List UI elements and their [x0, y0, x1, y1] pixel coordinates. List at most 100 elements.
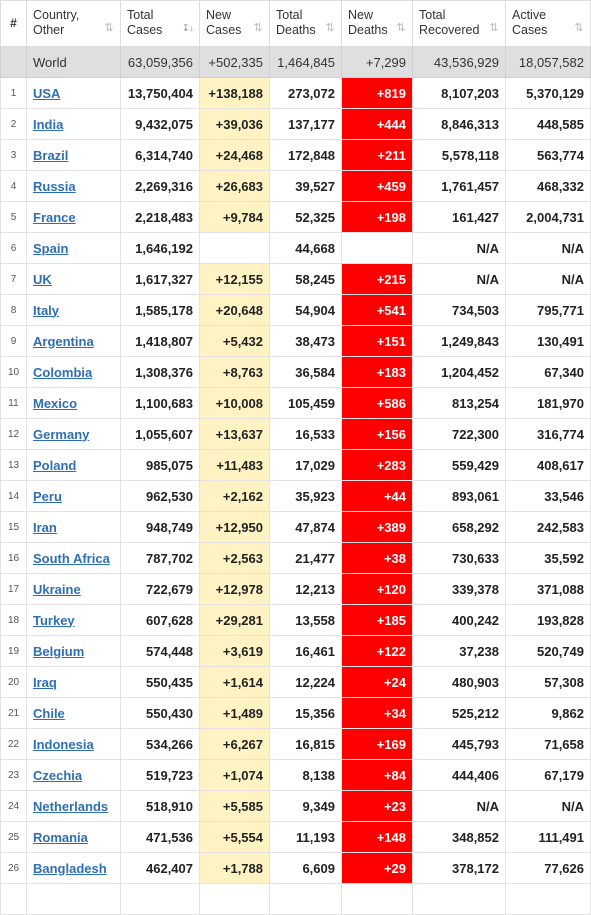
table-row: 6 Spain 1,646,192 44,668 N/A N/A [0, 232, 591, 264]
new-deaths-cell: +169 [341, 728, 413, 760]
country-link[interactable]: Turkey [33, 612, 75, 628]
country-link[interactable]: South Africa [33, 550, 110, 566]
active-cases-cell: 71,658 [505, 728, 591, 760]
total-cases-cell: 6,314,740 [120, 139, 200, 171]
sort-both-icon[interactable]: ⇅ [396, 22, 406, 34]
country-link[interactable]: Ukraine [33, 581, 81, 597]
country-link[interactable]: Belgium [33, 643, 85, 659]
sort-both-icon[interactable]: ⇅ [489, 22, 499, 34]
sort-desc-active-icon[interactable]: ↧↓ [182, 23, 195, 33]
table-row: 1 USA 13,750,404 +138,188 273,072 +819 8,107,2… [0, 77, 591, 109]
country-cell: Chile [26, 697, 121, 729]
sort-both-icon[interactable]: ⇅ [104, 22, 114, 34]
new-cases-cell: +8,763 [199, 356, 270, 388]
total-deaths-cell: 47,874 [269, 511, 342, 543]
total-cases-cell: 1,585,178 [120, 294, 200, 326]
table-row: 8 Italy 1,585,178 +20,648 54,904 +541 734,503 7… [0, 294, 591, 326]
new-cases-cell: +12,978 [199, 573, 270, 605]
new-deaths-cell: +215 [341, 263, 413, 295]
table-row: 26 Bangladesh 462,407 +1,788 6,609 +29 378,172… [0, 852, 591, 884]
country-link[interactable]: Peru [33, 488, 62, 504]
header-total-recovered[interactable]: Total Recovered ⇅ [412, 0, 506, 47]
country-link[interactable]: UK [33, 271, 52, 287]
total-recovered-cell: 8,107,203 [412, 77, 506, 109]
country-link[interactable]: Chile [33, 705, 65, 721]
total-recovered-cell: 813,254 [412, 387, 506, 419]
country-link[interactable]: Germany [33, 426, 90, 442]
country-link[interactable]: France [33, 209, 76, 225]
new-cases-cell: +1,489 [199, 697, 270, 729]
country-link[interactable]: Brazil [33, 147, 69, 163]
new-cases-cell: +24,468 [199, 139, 270, 171]
country-link[interactable]: Netherlands [33, 798, 109, 814]
total-deaths-cell: 137,177 [269, 108, 342, 140]
country-cell: Romania [26, 821, 121, 853]
country-link[interactable]: Mexico [33, 395, 78, 411]
table-row: 11 Mexico 1,100,683 +10,008 105,459 +586 813,2… [0, 387, 591, 419]
country-link[interactable]: Iraq [33, 674, 57, 690]
total-recovered-cell: 658,292 [412, 511, 506, 543]
total-recovered-cell: N/A [412, 790, 506, 822]
rank-cell: 23 [0, 759, 27, 791]
header-total-deaths[interactable]: Total Deaths ⇅ [269, 0, 342, 47]
active-cases-cell: 795,771 [505, 294, 591, 326]
header-new-cases[interactable]: New Cases ⇅ [199, 0, 270, 47]
header-new-deaths[interactable]: New Deaths ⇅ [341, 0, 413, 47]
rank-cell: 19 [0, 635, 27, 667]
country-link[interactable]: Russia [33, 178, 76, 194]
table-row: 15 Iran 948,749 +12,950 47,874 +389 658,292 242… [0, 511, 591, 543]
new-cases-cell: +20,648 [199, 294, 270, 326]
total-deaths-cell: 54,904 [269, 294, 342, 326]
total-recovered-cell: 378,172 [412, 852, 506, 884]
header-rank: # [0, 0, 27, 47]
sort-both-icon[interactable]: ⇅ [253, 22, 263, 34]
header-active-cases[interactable]: Active Cases ⇅ [505, 0, 591, 47]
country-link[interactable]: Spain [33, 240, 69, 256]
active-cases-cell: 468,332 [505, 170, 591, 202]
rank-cell: 13 [0, 449, 27, 481]
new-deaths-cell: +541 [341, 294, 413, 326]
new-deaths-cell: +122 [341, 635, 413, 667]
rank-cell: 15 [0, 511, 27, 543]
country-link[interactable]: India [33, 116, 64, 132]
total-recovered-cell: 525,212 [412, 697, 506, 729]
new-cases-cell: +9,784 [199, 201, 270, 233]
rank-cell: 5 [0, 201, 27, 233]
header-total-cases[interactable]: Total Cases ↧↓ [120, 0, 200, 47]
sort-both-icon[interactable]: ⇅ [325, 22, 335, 34]
rank-cell: 20 [0, 666, 27, 698]
table-row: 7 UK 1,617,327 +12,155 58,245 +215 N/A N/A [0, 263, 591, 295]
header-label: New [348, 8, 374, 22]
country-link[interactable]: Romania [33, 829, 88, 845]
country-link[interactable]: Iran [33, 519, 57, 535]
country-link[interactable]: Bangladesh [33, 860, 107, 876]
table-row: 9 Argentina 1,418,807 +5,432 38,473 +151 1,249… [0, 325, 591, 357]
table-row [0, 883, 591, 915]
country-link[interactable]: Argentina [33, 333, 94, 349]
header-label: Total [127, 8, 154, 22]
country-cell: Colombia [26, 356, 121, 388]
new-cases-cell: +1,788 [199, 852, 270, 884]
total-cases-cell: 13,750,404 [120, 77, 200, 109]
sort-both-icon[interactable]: ⇅ [574, 22, 584, 34]
country-link[interactable]: Poland [33, 457, 77, 473]
new-deaths-cell: +34 [341, 697, 413, 729]
active-cases-cell: N/A [505, 232, 591, 264]
country-cell: Italy [26, 294, 121, 326]
total-cases-cell: 550,430 [120, 697, 200, 729]
total-deaths-cell: 15,356 [269, 697, 342, 729]
country-link[interactable]: Czechia [33, 767, 83, 783]
rank-cell: 10 [0, 356, 27, 388]
header-country[interactable]: Country, Other ⇅ [26, 0, 121, 47]
country-link[interactable]: Italy [33, 302, 60, 318]
country-link[interactable]: Colombia [33, 364, 93, 380]
country-link[interactable]: USA [33, 85, 61, 101]
new-cases-cell: +5,585 [199, 790, 270, 822]
country-cell: Indonesia [26, 728, 121, 760]
active-cases-cell: 242,583 [505, 511, 591, 543]
table-row: 13 Poland 985,075 +11,483 17,029 +283 559,429 4… [0, 449, 591, 481]
table-row: 14 Peru 962,530 +2,162 35,923 +44 893,061 33,54… [0, 480, 591, 512]
country-cell: Brazil [26, 139, 121, 171]
table-row: 20 Iraq 550,435 +1,614 12,224 +24 480,903 57,30… [0, 666, 591, 698]
country-link[interactable]: Indonesia [33, 736, 94, 752]
